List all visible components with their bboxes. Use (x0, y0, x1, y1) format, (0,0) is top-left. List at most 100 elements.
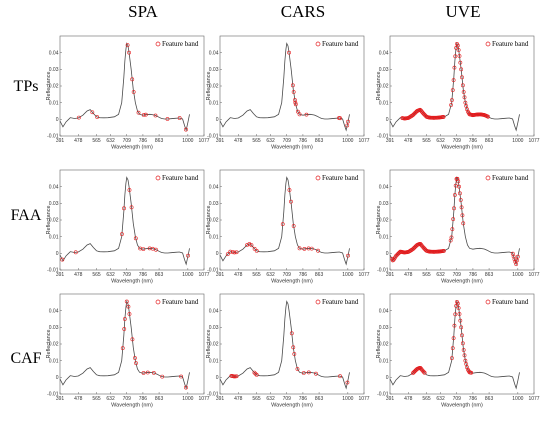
y-axis-label: Reflectance (376, 205, 382, 234)
feature-band-marker (234, 250, 239, 255)
feature-band-marker (120, 346, 125, 351)
feature-band-marker (290, 83, 295, 88)
y-tick-label: 0.04 (209, 50, 219, 56)
y-tick-label: 0.04 (379, 308, 389, 314)
feature-band-marker (145, 370, 150, 375)
x-tick-label: 1000 (342, 138, 353, 144)
feature-band-marker (130, 337, 135, 342)
feature-band-marker (460, 333, 464, 338)
feature-band-marker (122, 206, 126, 211)
feature-band-marker (287, 50, 291, 55)
x-tick-label: 1077 (528, 138, 539, 144)
feature-band-marker (295, 109, 300, 114)
y-tick-label: -0.01 (207, 392, 219, 398)
y-tick-label: 0.02 (49, 342, 59, 348)
y-tick-label: -0.01 (207, 134, 219, 140)
feature-band-marker (458, 318, 463, 323)
feature-band-marker (234, 374, 239, 379)
x-tick-label: 709 (123, 272, 132, 278)
feature-band-marker (309, 246, 314, 251)
feature-band-marker (301, 371, 306, 375)
feature-band-marker (293, 100, 298, 105)
feature-band-marker (464, 362, 469, 366)
y-axis-label: Reflectance (206, 71, 212, 100)
y-tick-label: 0.03 (49, 325, 59, 331)
column-title-spa: SPA (128, 2, 158, 21)
feature-band-marker (252, 370, 257, 375)
x-tick-label: 1077 (528, 396, 539, 402)
y-tick-label: 0.02 (379, 84, 389, 90)
x-tick-label: 863 (315, 396, 324, 402)
feature-band-marker (441, 115, 446, 119)
x-tick-label: 1000 (512, 272, 523, 278)
y-axis-label: Reflectance (206, 329, 212, 358)
feature-band-marker (450, 88, 455, 93)
y-tick-label: 0.01 (379, 358, 389, 364)
feature-band-marker (291, 224, 296, 228)
feature-band-marker (458, 60, 463, 65)
feature-band-marker (179, 374, 184, 379)
x-tick-label: 1077 (358, 138, 369, 144)
row-title-tps: TPs (13, 78, 39, 95)
x-tick-label: 632 (266, 138, 275, 144)
y-tick-label: 0.01 (209, 234, 219, 240)
column-title-uve: UVE (445, 2, 481, 21)
x-tick-label: 391 (386, 272, 395, 278)
y-tick-label: 0.02 (49, 84, 59, 90)
legend-marker (315, 41, 321, 47)
feature-band-marker (254, 372, 259, 377)
y-tick-label: -0.01 (207, 268, 219, 274)
feature-band-marker (463, 358, 468, 363)
y-axis-label: Reflectance (206, 205, 212, 234)
plot-frame (219, 35, 365, 137)
spectrum-line (219, 300, 350, 390)
feature-band-marker (225, 252, 230, 257)
feature-band-marker (450, 356, 454, 361)
legend-marker (315, 175, 321, 181)
feature-band-marker (153, 113, 158, 118)
feature-band-marker (154, 247, 158, 252)
chart-faa-spa: 391 478 565 632 709 786 863 1000 1077 -0.01 0 0.01 0… (46, 169, 210, 285)
x-tick-label: 786 (139, 272, 148, 278)
y-tick-label: -0.01 (377, 134, 389, 140)
legend-label: Feature band (322, 298, 359, 306)
feature-band-marker (129, 205, 134, 210)
chart-faa-uve: 391 478 565 632 709 786 863 1000 1077 -0.01 0 0.01 0… (376, 169, 540, 285)
y-tick-label: -0.01 (47, 392, 59, 398)
x-tick-label: 786 (299, 272, 308, 278)
chart-tps-uve: 391 478 565 632 709 786 863 1000 1077 -0.01 0 0.01 0… (376, 35, 540, 151)
feature-band-marker (456, 48, 461, 52)
y-tick-label: 0 (216, 251, 219, 257)
x-tick-label: 786 (299, 396, 308, 402)
feature-band-marker (452, 206, 456, 211)
feature-band-marker (465, 365, 469, 370)
x-tick-label: 565 (92, 272, 101, 278)
feature-band-marker (280, 222, 285, 227)
x-tick-label: 632 (106, 138, 115, 144)
feature-band-marker (125, 43, 130, 48)
feature-band-marker (456, 179, 461, 184)
y-tick-label: 0.03 (379, 201, 389, 207)
x-tick-label: 391 (56, 396, 65, 402)
y-tick-label: 0 (56, 251, 59, 257)
feature-band-marker (449, 103, 453, 107)
y-tick-label: 0.04 (49, 184, 59, 190)
x-tick-label: 478 (404, 272, 413, 278)
x-axis-label: Wavelength (nm) (271, 145, 313, 151)
feature-band-marker (141, 113, 146, 117)
feature-band-marker (293, 98, 297, 102)
x-tick-label: 632 (106, 272, 115, 278)
x-tick-label: 478 (234, 138, 243, 144)
feature-band-marker (455, 176, 460, 181)
feature-band-marker (293, 102, 298, 107)
feature-band-marker (126, 304, 131, 309)
x-tick-label: 632 (266, 272, 275, 278)
y-tick-label: 0.01 (209, 100, 219, 106)
chart-caf-cars: 391 478 565 632 709 786 863 1000 1077 -0.01 0 0.01 0… (206, 293, 370, 409)
x-tick-label: 786 (469, 138, 478, 144)
y-tick-label: 0.04 (209, 308, 219, 314)
feature-band-marker (134, 361, 138, 366)
y-axis-label: Reflectance (376, 71, 382, 100)
feature-band-marker (457, 54, 462, 58)
feature-band-marker (160, 374, 165, 379)
